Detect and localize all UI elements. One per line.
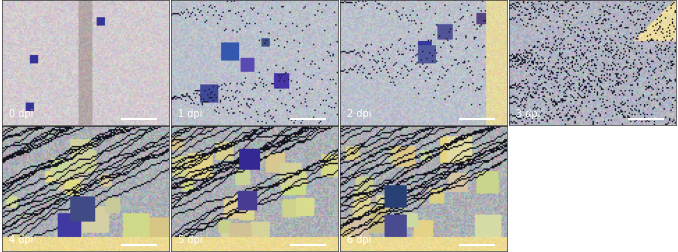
Text: 0 dpi: 0 dpi — [9, 108, 33, 118]
Text: 6 dpi: 6 dpi — [346, 234, 371, 244]
Text: 3 dpi: 3 dpi — [516, 108, 540, 118]
Text: 4 dpi: 4 dpi — [9, 234, 33, 244]
Text: 2 dpi: 2 dpi — [346, 108, 371, 118]
Text: 1 dpi: 1 dpi — [178, 108, 202, 118]
Text: 5 dpi: 5 dpi — [178, 234, 202, 244]
